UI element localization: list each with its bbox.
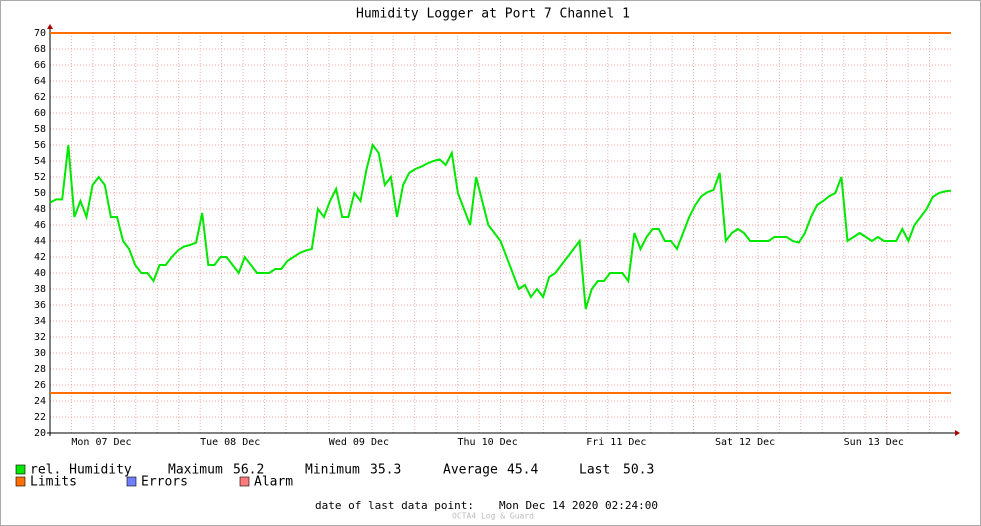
y-tick-label: 42	[34, 252, 46, 263]
y-tick-label: 22	[34, 412, 46, 423]
y-tick-label: 70	[34, 28, 46, 39]
stat-label: Minimum	[305, 463, 360, 478]
footer-value: Mon Dec 14 2020 02:24:00	[499, 499, 658, 512]
y-tick-label: 28	[34, 364, 46, 375]
x-tick-label: Thu 10 Dec	[458, 437, 518, 448]
y-tick-label: 48	[34, 204, 46, 215]
legend-label: Alarm	[254, 475, 293, 490]
y-tick-label: 66	[34, 60, 46, 71]
footer-label: date of last data point:	[315, 499, 474, 512]
legend-swatch	[126, 476, 137, 487]
y-tick-label: 60	[34, 108, 46, 119]
stat-label: Average	[443, 463, 498, 478]
x-tick-label: Sun 13 Dec	[844, 437, 904, 448]
stat-value: 56.2	[233, 463, 264, 478]
x-tick-label: Sat 12 Dec	[715, 437, 775, 448]
legend-label: Limits	[30, 475, 77, 490]
y-tick-label: 64	[34, 76, 46, 87]
data-line	[49, 142, 952, 310]
y-tick-label: 58	[34, 124, 46, 135]
legend-swatch	[15, 476, 26, 487]
y-tick-label: 24	[34, 396, 46, 407]
y-tick-label: 68	[34, 44, 46, 55]
watermark: OCTA4 Log & Guard	[452, 512, 534, 521]
x-tick-label: Mon 07 Dec	[71, 437, 131, 448]
legend-swatch	[239, 476, 250, 487]
legend-label: rel. Humidity	[30, 463, 132, 478]
y-tick-label: 30	[34, 348, 46, 359]
stat-label: Last	[579, 463, 610, 478]
stat-value: 45.4	[507, 463, 538, 478]
y-tick-label: 26	[34, 380, 46, 391]
y-tick-label: 46	[34, 220, 46, 231]
x-tick-label: Tue 08 Dec	[200, 437, 260, 448]
legend-label: Errors	[141, 475, 188, 490]
stat-value: 50.3	[623, 463, 654, 478]
stat-label: Maximum	[168, 463, 223, 478]
y-tick-label: 52	[34, 172, 46, 183]
y-arrow	[47, 24, 53, 29]
y-tick-label: 56	[34, 140, 46, 151]
y-tick-label: 36	[34, 300, 46, 311]
y-tick-label: 54	[34, 156, 46, 167]
y-tick-label: 34	[34, 316, 46, 327]
y-tick-label: 62	[34, 92, 46, 103]
x-arrow	[955, 430, 960, 436]
x-tick-label: Fri 11 Dec	[586, 437, 646, 448]
x-tick-label: Wed 09 Dec	[329, 437, 389, 448]
y-tick-label: 40	[34, 268, 46, 279]
chart-title: Humidity Logger at Port 7 Channel 1	[356, 7, 630, 22]
stat-value: 35.3	[370, 463, 401, 478]
y-tick-label: 20	[34, 428, 46, 439]
y-tick-label: 50	[34, 188, 46, 199]
y-tick-label: 38	[34, 284, 46, 295]
y-tick-label: 44	[34, 236, 46, 247]
y-tick-label: 32	[34, 332, 46, 343]
legend-swatch	[15, 464, 26, 475]
